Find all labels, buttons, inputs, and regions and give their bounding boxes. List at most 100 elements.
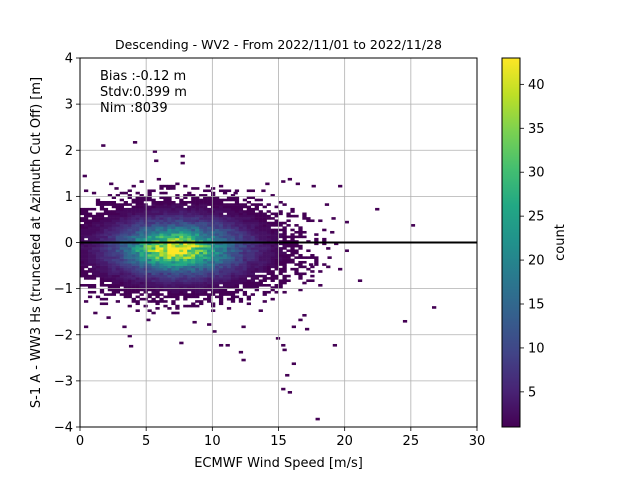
histogram-bin xyxy=(195,244,200,248)
histogram-bin xyxy=(159,217,164,220)
histogram-bin xyxy=(294,263,299,266)
histogram-bin xyxy=(99,219,105,223)
histogram-bin xyxy=(270,221,275,225)
histogram-bin xyxy=(250,249,255,253)
histogram-bin xyxy=(207,300,212,303)
histogram-bin xyxy=(147,244,152,248)
histogram-bin xyxy=(242,270,248,273)
histogram-bin xyxy=(139,265,144,269)
histogram-bin xyxy=(222,293,228,296)
histogram-bin xyxy=(143,198,148,202)
histogram-bin xyxy=(203,189,208,193)
histogram-bin xyxy=(103,207,109,211)
histogram-bin xyxy=(183,247,188,250)
histogram-bin xyxy=(230,210,236,213)
histogram-bin xyxy=(179,258,184,262)
histogram-bin xyxy=(151,214,156,218)
histogram-bin xyxy=(195,230,200,234)
histogram-bin xyxy=(187,221,192,225)
histogram-bin xyxy=(135,221,140,225)
histogram-bin xyxy=(163,279,168,283)
histogram-bin xyxy=(222,277,228,280)
histogram-bin xyxy=(226,251,232,255)
histogram-bin xyxy=(270,256,275,259)
histogram-bin xyxy=(266,260,271,264)
histogram-bin xyxy=(230,297,236,301)
histogram-bin xyxy=(143,210,148,213)
histogram-bin xyxy=(298,260,303,264)
histogram-bin xyxy=(226,281,232,285)
histogram-bin xyxy=(135,237,140,241)
histogram-bin xyxy=(127,212,132,216)
histogram-bin xyxy=(119,217,124,220)
histogram-bin xyxy=(226,198,232,202)
histogram-bin xyxy=(159,207,164,211)
histogram-bin xyxy=(151,244,156,248)
histogram-bin xyxy=(203,254,208,257)
histogram-bin xyxy=(183,244,188,248)
histogram-bin xyxy=(302,272,307,276)
histogram-bin xyxy=(159,244,164,248)
histogram-bin xyxy=(139,277,144,280)
histogram-bin xyxy=(111,284,117,287)
histogram-bin xyxy=(238,217,244,220)
histogram-bin xyxy=(99,235,105,239)
histogram-bin xyxy=(143,244,148,248)
histogram-bin xyxy=(159,265,164,269)
histogram-bin xyxy=(83,263,89,266)
histogram-bin xyxy=(187,267,192,271)
histogram-bin xyxy=(175,284,180,287)
histogram-bin xyxy=(147,277,152,280)
histogram-bin xyxy=(286,212,291,216)
outlier-bin xyxy=(287,177,293,181)
histogram-bin xyxy=(254,286,259,289)
histogram-bin xyxy=(143,228,148,232)
histogram-bin xyxy=(195,251,200,255)
histogram-bin xyxy=(183,235,188,239)
histogram-bin xyxy=(175,230,180,234)
histogram-bin xyxy=(155,307,160,310)
histogram-bin xyxy=(254,219,259,223)
histogram-bin xyxy=(183,286,188,289)
histogram-bin xyxy=(107,251,113,255)
histogram-bin xyxy=(226,196,232,199)
histogram-bin xyxy=(191,281,196,285)
outlier-bin xyxy=(432,306,437,309)
histogram-bin xyxy=(135,210,140,213)
histogram-bin xyxy=(115,260,120,264)
outlier-bin xyxy=(152,150,158,153)
histogram-bin xyxy=(159,277,164,280)
histogram-bin xyxy=(191,235,196,239)
histogram-bin xyxy=(286,274,291,278)
histogram-bin xyxy=(171,270,176,273)
histogram-bin xyxy=(314,240,319,243)
histogram-bin xyxy=(167,274,172,278)
histogram-bin xyxy=(107,200,113,204)
histogram-bin xyxy=(207,297,212,301)
histogram-bin xyxy=(143,249,148,253)
histogram-bin xyxy=(131,233,136,236)
histogram-bin xyxy=(278,281,283,285)
outlier-bin xyxy=(302,313,307,317)
histogram-bin xyxy=(80,228,85,232)
histogram-bin xyxy=(119,203,124,206)
histogram-bin xyxy=(207,237,212,241)
histogram-bin xyxy=(131,263,136,266)
histogram-bin xyxy=(246,251,252,255)
histogram-bin xyxy=(254,230,259,234)
histogram-bin xyxy=(207,295,212,299)
outlier-bin xyxy=(285,373,290,377)
histogram-bin xyxy=(270,212,275,216)
histogram-bin xyxy=(262,221,267,225)
histogram-bin xyxy=(107,258,113,262)
histogram-bin xyxy=(151,279,156,283)
histogram-bin xyxy=(159,230,164,234)
outlier-bin xyxy=(83,189,89,193)
histogram-bin xyxy=(207,203,212,206)
histogram-bin xyxy=(115,242,120,246)
histogram-bin xyxy=(175,260,180,264)
histogram-bin xyxy=(151,242,156,246)
histogram-bin xyxy=(290,214,295,218)
histogram-bin xyxy=(163,184,168,188)
